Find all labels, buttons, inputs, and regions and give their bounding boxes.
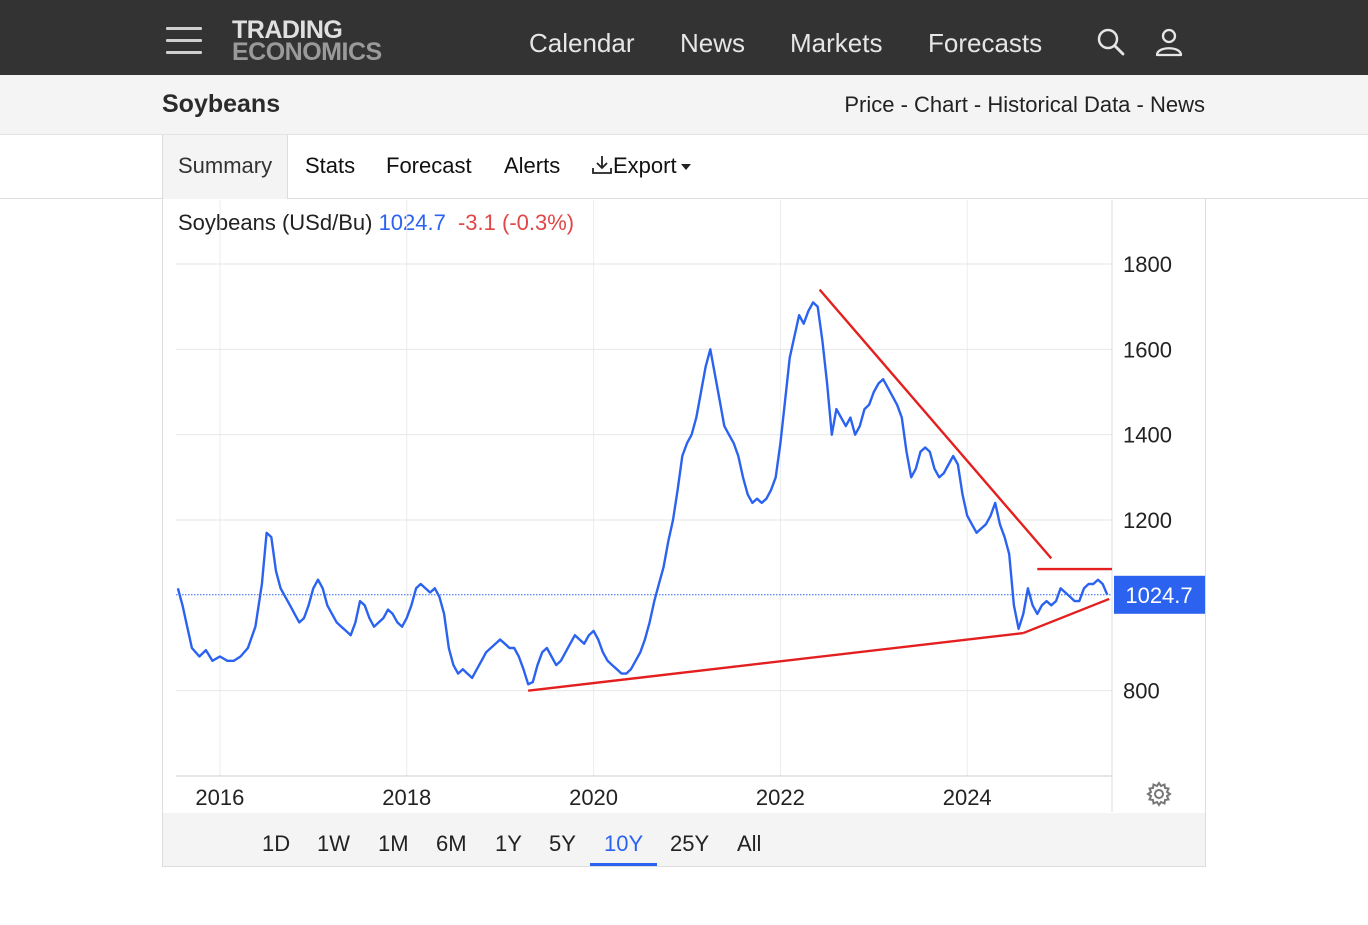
tab-alerts[interactable]: Alerts	[504, 153, 561, 178]
user-icon[interactable]	[1153, 26, 1185, 58]
nav-calendar[interactable]: Calendar	[529, 28, 635, 58]
tab-stats[interactable]: Stats	[305, 153, 356, 178]
range-10y[interactable]: 10Y	[604, 831, 644, 856]
range-1d[interactable]: 1D	[262, 831, 291, 856]
link-price[interactable]: Price	[844, 92, 895, 117]
range-5y[interactable]: 5Y	[549, 831, 576, 856]
menu-icon[interactable]	[166, 27, 202, 55]
nav-forecasts[interactable]: Forecasts	[928, 28, 1043, 58]
link-separator: -	[967, 92, 988, 117]
title-bar: Soybeans Price - Chart - Historical Data…	[0, 75, 1368, 135]
active-range-indicator	[590, 863, 657, 866]
nav-news[interactable]: News	[680, 28, 746, 58]
tab-summary[interactable]: Summary	[162, 135, 289, 200]
section-links: Price - Chart - Historical Data - News	[844, 92, 1205, 118]
tab-bar: Summary Stats Forecast Alerts Export	[0, 135, 1368, 200]
logo-line-2: ECONOMICS	[232, 38, 382, 66]
logo[interactable]: TRADING ECONOMICS	[232, 16, 382, 66]
download-icon	[592, 156, 612, 174]
range-1m[interactable]: 1M	[378, 831, 409, 856]
top-navigation-bar: TRADING ECONOMICS Calendar News Markets …	[0, 0, 1368, 75]
quote-price: 1024.7	[378, 210, 446, 235]
range-1y[interactable]: 1Y	[495, 831, 522, 856]
quote-legend: Soybeans (USd/Bu) 1024.7 -3.1 (-0.3%)	[178, 210, 574, 236]
quote-change: -3.1 (-0.3%)	[457, 210, 575, 235]
quote-name: Soybeans (USd/Bu)	[178, 210, 373, 235]
search-icon[interactable]	[1095, 26, 1127, 58]
range-selector: 1D 1W 1M 6M 1Y 5Y 10Y 25Y All	[163, 813, 1205, 866]
link-separator: -	[1130, 92, 1150, 117]
logo-line-1: TRADING	[232, 16, 343, 44]
chart-panel	[162, 199, 1206, 867]
link-historical-data[interactable]: Historical Data	[987, 92, 1131, 117]
range-6m[interactable]: 6M	[436, 831, 467, 856]
link-chart[interactable]: Chart	[914, 92, 968, 117]
range-1w[interactable]: 1W	[317, 831, 350, 856]
gear-icon[interactable]	[1145, 780, 1173, 808]
nav-markets[interactable]: Markets	[790, 28, 883, 58]
page-title: Soybeans	[162, 90, 281, 118]
tab-export[interactable]: Export	[591, 135, 691, 199]
export-label: Export	[613, 153, 677, 178]
link-separator: -	[894, 92, 915, 117]
chevron-down-icon	[680, 164, 691, 171]
range-25y[interactable]: 25Y	[670, 831, 710, 856]
tab-forecast[interactable]: Forecast	[386, 153, 472, 178]
link-news[interactable]: News	[1149, 92, 1205, 117]
range-all[interactable]: All	[737, 831, 762, 856]
